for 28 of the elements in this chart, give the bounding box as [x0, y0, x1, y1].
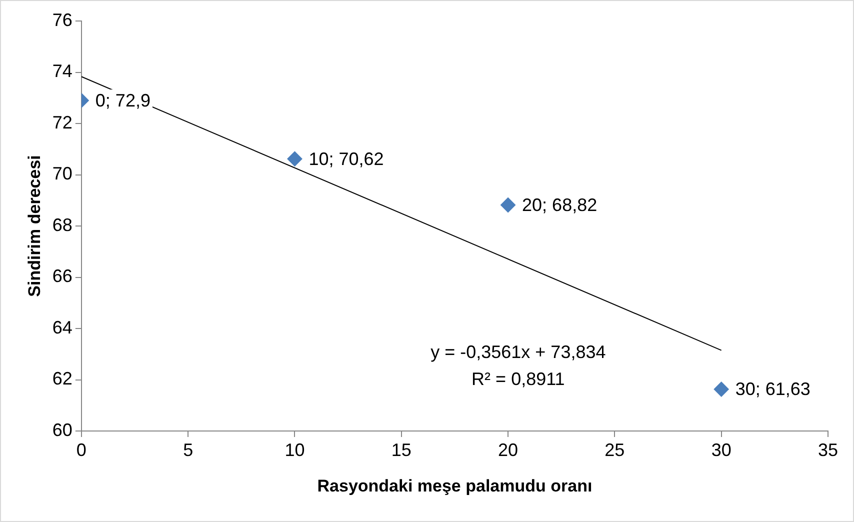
y-tick-label: 74 [52, 61, 72, 82]
x-tick-label: 35 [818, 440, 838, 460]
data-label: 30; 61,63 [735, 379, 810, 400]
y-tick-label: 72 [52, 112, 72, 132]
x-tick-label: 10 [284, 440, 305, 460]
y-tick-label: 62 [52, 368, 72, 389]
y-axis-title: Sindirim derecesi [24, 155, 44, 297]
x-axis-title: Rasyondaki meşe palamudu oranı [317, 476, 592, 496]
x-tick-label: 25 [604, 440, 625, 460]
data-label: 10; 70,62 [308, 148, 384, 169]
x-tick-label: 5 [183, 440, 194, 460]
point [714, 382, 729, 397]
point [287, 151, 302, 166]
x-tick-label: 30 [711, 440, 732, 460]
y-tick-label: 68 [52, 214, 72, 235]
annotation: R² = 0,8911 [472, 369, 565, 390]
data-label: 20; 68,82 [522, 194, 598, 215]
y-tick-label: 64 [52, 317, 72, 338]
y-tick-label: 60 [52, 420, 72, 440]
y-tick-label: 76 [52, 10, 72, 30]
annotation: y = -0,3561x + 73,834 [430, 342, 606, 362]
x-tick-label: 20 [498, 440, 518, 460]
y-tick-label: 66 [52, 266, 72, 286]
x-tick-label: 15 [391, 440, 412, 460]
y-tick-label: 70 [52, 164, 72, 184]
point [500, 197, 516, 212]
x-tick-label: 0 [76, 440, 86, 460]
data-label: 0; 72,9 [95, 90, 150, 110]
